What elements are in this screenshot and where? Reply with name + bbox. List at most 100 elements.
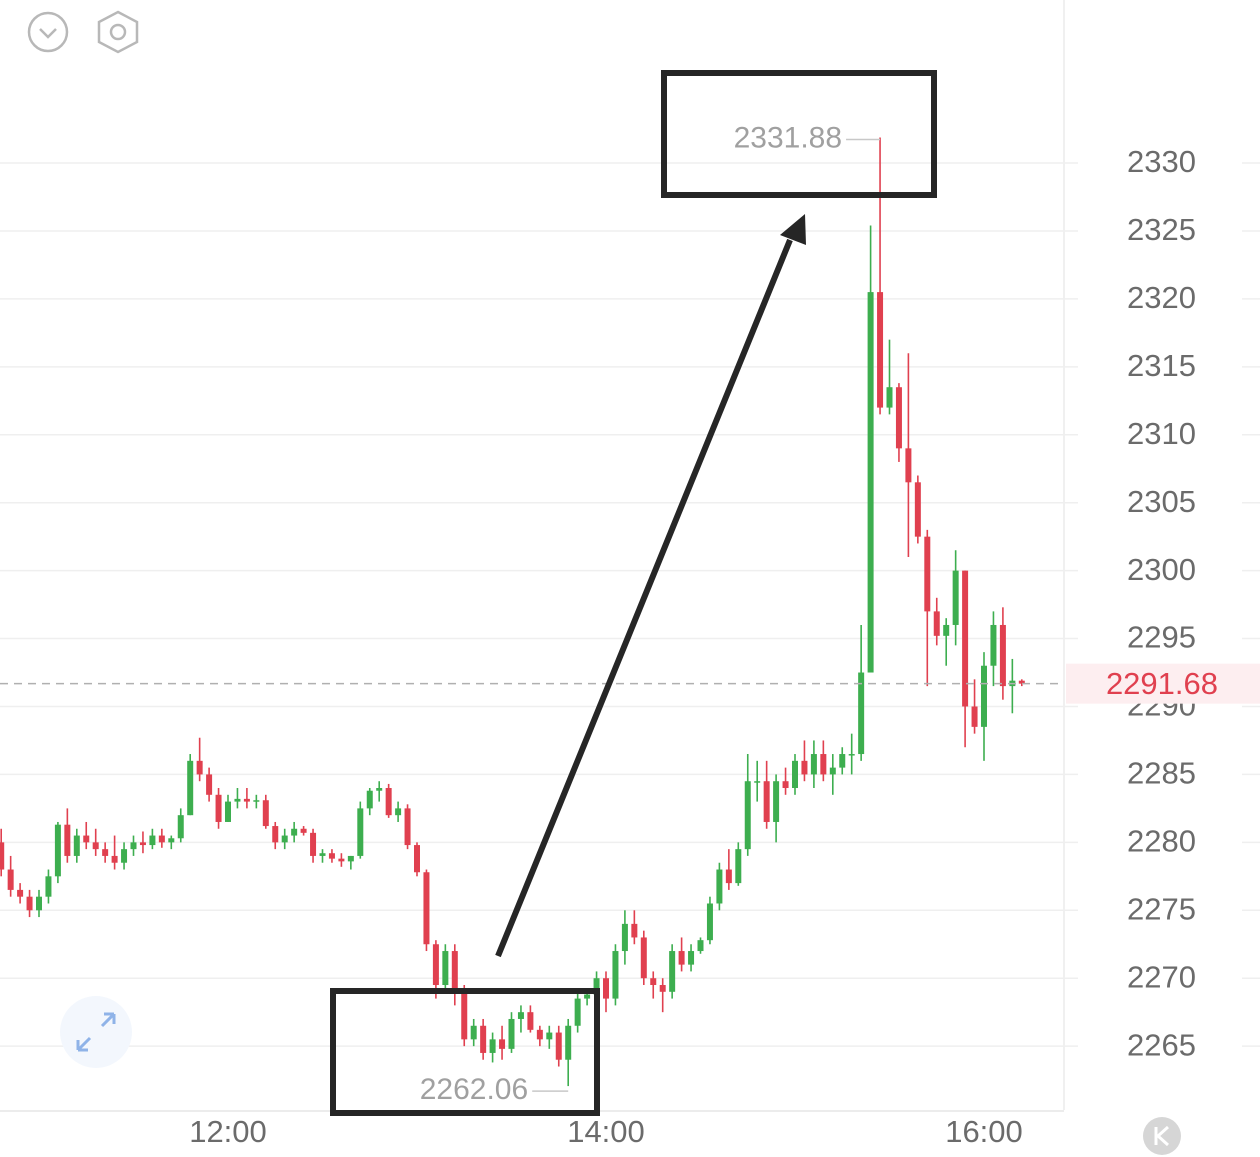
candle-body (225, 801, 231, 822)
candle-body (555, 1032, 562, 1060)
candle-body (253, 800, 260, 802)
candle-body (385, 788, 392, 816)
candle-body (848, 754, 855, 756)
y-tick-label: 2280 (1127, 824, 1196, 859)
candle-body (376, 788, 383, 791)
candle-body (64, 824, 71, 856)
candle-body (829, 767, 836, 775)
candle-body (92, 842, 99, 850)
candle-body (177, 815, 184, 839)
candle-body (754, 781, 761, 783)
candle-body (357, 808, 364, 856)
candle-body (517, 1012, 524, 1019)
y-tick-label: 2285 (1127, 756, 1196, 791)
candle-body (480, 1025, 487, 1053)
candle-body (54, 824, 61, 877)
candle-body (187, 760, 194, 816)
candle-body (650, 978, 657, 986)
y-tick-label: 2325 (1127, 212, 1196, 247)
candle-body (300, 828, 307, 833)
candle-body (234, 798, 241, 802)
candle-body (73, 835, 80, 856)
candle-body (461, 991, 468, 1040)
candle-body (584, 994, 591, 999)
candle-body (196, 760, 203, 775)
candle-body (886, 387, 893, 408)
x-tick-label: 12:00 (189, 1114, 267, 1149)
candle-body (792, 760, 798, 789)
k-button[interactable] (1143, 1117, 1181, 1155)
candle-body (310, 832, 317, 856)
candle-body (924, 536, 931, 612)
candle-body (432, 944, 439, 986)
candle-body (17, 889, 24, 897)
candle-body (243, 798, 250, 802)
candle-body (0, 842, 5, 870)
y-tick-label: 2305 (1127, 484, 1196, 519)
candle-body (158, 835, 165, 843)
candle-body (867, 292, 874, 673)
candle-body (527, 1012, 534, 1030)
candle-body (735, 849, 742, 884)
candle-body (678, 951, 685, 965)
candle-body (149, 835, 156, 846)
candle-body (763, 781, 770, 822)
candle-body (470, 1025, 477, 1040)
y-tick-label: 2295 (1127, 620, 1196, 655)
candle-body (669, 951, 676, 992)
settings-icon[interactable] (97, 10, 139, 54)
candle-body (499, 1039, 506, 1049)
candle-body (347, 855, 354, 862)
candle-body (810, 754, 817, 775)
collapse-icon[interactable] (27, 11, 69, 53)
candle-body (593, 978, 600, 995)
expand-button[interactable] (60, 996, 132, 1068)
candle-body (725, 869, 732, 884)
y-tick-label: 2315 (1127, 348, 1196, 383)
candle-body (366, 790, 373, 809)
candle-body (990, 624, 997, 666)
candle-body (914, 482, 921, 537)
high-label: 2331.88 (734, 121, 842, 154)
candle-body (206, 774, 213, 795)
y-tick-label: 2270 (1127, 959, 1196, 994)
candle-body (706, 903, 713, 941)
candle-body (404, 808, 411, 846)
candle-body (328, 853, 335, 859)
candle-body (414, 845, 420, 873)
candle-body (971, 706, 978, 727)
candle-body (877, 292, 884, 408)
arrow-line (495, 238, 793, 958)
candle-body (1018, 680, 1025, 684)
candle-body (621, 923, 628, 952)
arrow-head (780, 214, 806, 245)
candle-body (130, 842, 137, 850)
candle-body (612, 951, 619, 999)
candle-body (536, 1029, 543, 1040)
y-tick-label: 2310 (1127, 416, 1196, 451)
candle-body (659, 985, 666, 992)
candle-body (121, 849, 128, 863)
candle-body (319, 853, 326, 856)
candle-body (262, 800, 269, 827)
candle-body (716, 869, 723, 904)
candle-body (546, 1032, 553, 1040)
candle-body (36, 896, 42, 911)
x-tick-label: 16:00 (945, 1114, 1023, 1149)
candle-body (215, 794, 222, 822)
candle-body (640, 937, 647, 979)
y-tick-label: 2300 (1127, 552, 1196, 587)
candle-body (820, 754, 827, 775)
candle-body (981, 665, 987, 727)
last-price-label: 2291.68 (1106, 666, 1218, 701)
candle-body (801, 760, 808, 775)
candle-body (111, 855, 118, 863)
candle-body (338, 858, 345, 862)
candle-body (858, 672, 865, 755)
candle-body (83, 835, 90, 843)
last-price-tag (1066, 663, 1260, 704)
candle-body (395, 808, 402, 816)
candle-body (281, 835, 288, 843)
highlight-box (661, 70, 937, 198)
candle-body (697, 940, 704, 952)
